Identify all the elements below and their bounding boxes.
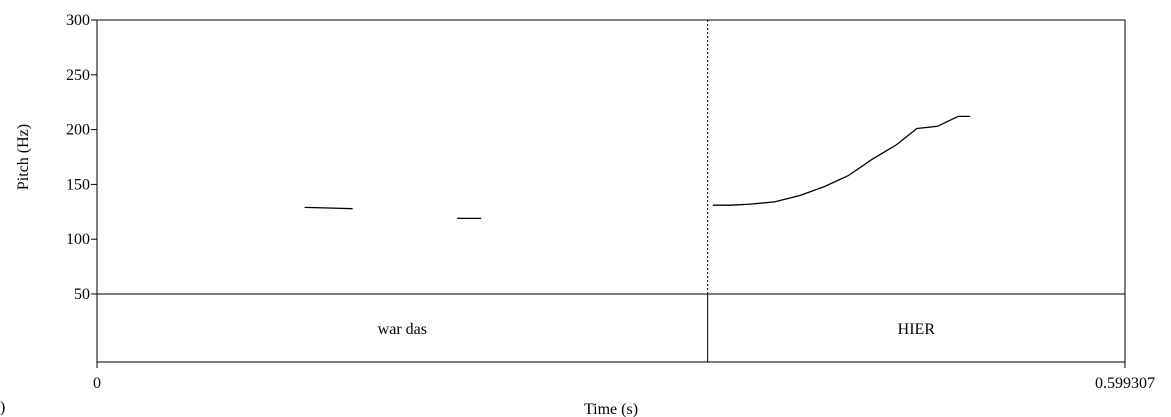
y-tick-label-300: 300 xyxy=(66,12,90,29)
corner-mark: ) xyxy=(0,399,5,416)
pitch-panel-frame xyxy=(96,19,1126,295)
pitch-segment-2 xyxy=(712,115,971,206)
y-axis-title: Pitch (Hz) xyxy=(15,124,32,190)
pitch-segment-0 xyxy=(304,206,353,210)
x-axis-title: Time (s) xyxy=(584,401,638,417)
tier-interval-label-0: war das xyxy=(378,321,427,338)
y-tick-label-200: 200 xyxy=(66,122,90,139)
x-tick-label-end: 0.599307 xyxy=(1095,375,1155,392)
y-tick-label-50: 50 xyxy=(74,286,90,303)
y-tick-label-100: 100 xyxy=(66,231,90,248)
tier-panel-frame xyxy=(96,293,1126,363)
y-tick-label-250: 250 xyxy=(66,67,90,84)
y-axis-ticks: 50 100 150 200 250 300 xyxy=(66,12,97,303)
tier-interval-label-1: HIER xyxy=(898,321,936,338)
pitch-contour xyxy=(304,115,971,220)
tier-labels: war das HIER xyxy=(378,321,936,338)
x-tick-label-start: 0 xyxy=(93,375,101,392)
y-tick-label-150: 150 xyxy=(66,176,90,193)
